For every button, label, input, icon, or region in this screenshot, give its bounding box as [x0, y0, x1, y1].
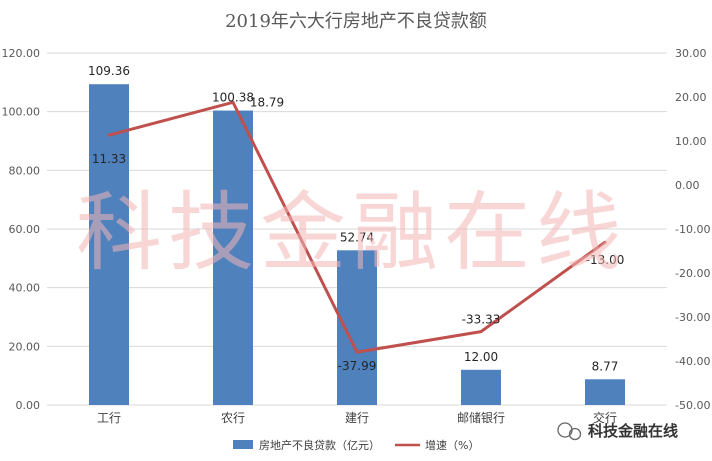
- line-value-label: -13.00: [586, 253, 625, 267]
- right-tick-label: 0.00: [675, 179, 700, 192]
- category-axis: 工行 农行 建行 邮储银行 交行: [97, 410, 617, 425]
- left-tick-label: 40.00: [9, 282, 41, 295]
- left-tick-label: 100.00: [2, 106, 41, 119]
- bar-value-label: 109.36: [88, 64, 130, 78]
- right-tick-label: 10.00: [675, 135, 707, 148]
- right-tick-label: 30.00: [675, 47, 707, 60]
- line-series: [107, 100, 607, 354]
- legend-line-label: 增速（%）: [425, 438, 479, 452]
- data-labels: 109.36 100.38 52.74 12.00 8.77 11.33 18.79 -37.…: [88, 64, 624, 373]
- bar-value-label: 8.77: [592, 359, 619, 373]
- line-point: [479, 330, 483, 334]
- bar-value-label: 52.74: [340, 230, 374, 244]
- left-tick-label: 80.00: [9, 164, 41, 177]
- left-tick-label: 120.00: [2, 47, 41, 60]
- bar: [89, 84, 129, 405]
- line-value-label: -37.99: [338, 359, 377, 373]
- left-tick-label: 20.00: [9, 340, 41, 353]
- left-tick-label: 0.00: [16, 399, 41, 412]
- watermark-text: 科技金融在线: [76, 183, 628, 283]
- category-label: 工行: [97, 411, 121, 425]
- chart-title: 2019年六大行房地产不良贷款额: [225, 11, 487, 32]
- right-tick-label: -30.00: [675, 311, 710, 324]
- line-point: [603, 240, 607, 244]
- line-point: [355, 350, 359, 354]
- line-value-label: 11.33: [92, 152, 126, 166]
- bar-value-label: 100.38: [212, 91, 254, 105]
- category-label: 建行: [345, 411, 369, 425]
- right-tick-label: -10.00: [675, 223, 710, 236]
- brand-text: 科技金融在线: [588, 422, 678, 440]
- right-axis: -50.00 -40.00 -30.00 -20.00 -10.00 0.00 10.00 2…: [675, 47, 710, 412]
- category-label: 农行: [221, 411, 245, 425]
- category-label: 交行: [593, 410, 617, 425]
- bar: [461, 369, 501, 405]
- right-tick-label: -20.00: [675, 267, 710, 280]
- right-tick-label: 20.00: [675, 91, 707, 104]
- left-tick-label: 60.00: [9, 223, 41, 236]
- bar: [585, 379, 625, 405]
- bar: [213, 110, 253, 405]
- line-point: [231, 100, 235, 104]
- legend-bar-label: 房地产不良贷款（亿元）: [259, 438, 380, 452]
- line-value-label: -33.33: [462, 313, 501, 327]
- category-label: 邮储银行: [457, 410, 505, 425]
- wechat-icon-small: [568, 427, 582, 441]
- left-axis: 0.00 20.00 40.00 60.00 80.00 100.00 120.00: [2, 47, 41, 412]
- bar-value-label: 12.00: [464, 350, 498, 364]
- right-tick-label: -40.00: [675, 355, 710, 368]
- legend-bar-swatch: [233, 440, 253, 449]
- line-value-label: 18.79: [250, 95, 284, 109]
- legend: 房地产不良贷款（亿元） 增速（%）: [233, 438, 479, 452]
- line-point: [107, 133, 111, 137]
- brand-badge: 科技金融在线: [557, 422, 678, 441]
- right-tick-label: -50.00: [675, 399, 710, 412]
